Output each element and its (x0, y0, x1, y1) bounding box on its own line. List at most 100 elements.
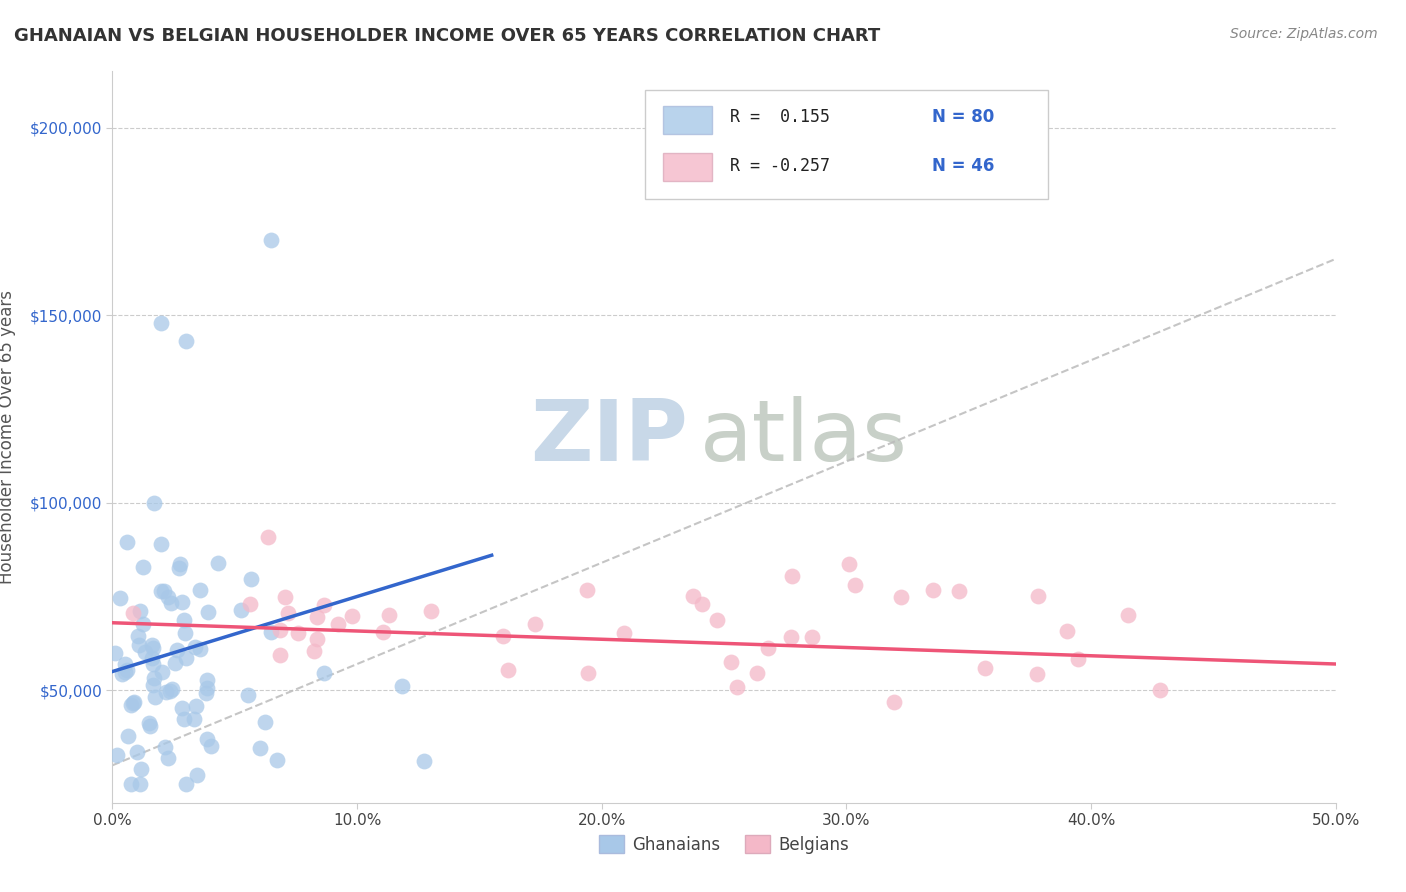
Point (307, 610, 329, 624)
Point (183, 712, 205, 726)
Point (115, 663, 138, 677)
Point (1026, 590, 1049, 604)
Point (105, 748, 128, 763)
Text: R = -0.257: R = -0.257 (730, 158, 830, 176)
Point (254, 714, 277, 729)
Point (121, 698, 143, 713)
Point (157, 751, 180, 765)
Point (143, 690, 166, 704)
Point (194, 686, 217, 700)
Point (576, 583, 599, 598)
Text: GHANAIAN VS BELGIAN HOUSEHOLDER INCOME OVER 65 YEARS CORRELATION CHART: GHANAIAN VS BELGIAN HOUSEHOLDER INCOME O… (14, 27, 880, 45)
Point (122, 695, 145, 709)
Point (142, 671, 165, 685)
Point (160, 681, 183, 696)
Point (239, 597, 262, 611)
Point (174, 334, 197, 349)
Point (420, 605, 443, 619)
Point (378, 608, 401, 623)
Point (236, 688, 259, 702)
Point (122, 607, 145, 621)
Point (167, 561, 190, 575)
Point (391, 679, 413, 693)
Point (780, 569, 803, 583)
Point (188, 641, 211, 656)
Y-axis label: Householder Income Over 65 years: Householder Income Over 65 years (0, 290, 15, 584)
Point (104, 646, 127, 660)
Point (169, 557, 191, 571)
Point (108, 591, 131, 605)
Point (302, 644, 325, 658)
Point (166, 643, 188, 657)
Point (249, 740, 271, 755)
Point (260, 233, 283, 247)
Point (1116, 608, 1139, 623)
FancyBboxPatch shape (664, 106, 711, 134)
Point (149, 584, 172, 599)
Point (143, 495, 166, 509)
Point (269, 648, 291, 663)
Point (127, 629, 149, 643)
Point (195, 673, 218, 688)
Point (141, 638, 163, 652)
Point (257, 530, 280, 544)
Point (844, 578, 866, 592)
Point (974, 661, 997, 675)
Point (197, 605, 219, 619)
Point (174, 777, 197, 791)
Point (132, 616, 155, 631)
Point (134, 645, 156, 659)
Point (127, 745, 149, 759)
Point (150, 316, 173, 330)
Point (132, 560, 155, 574)
Point (613, 626, 636, 640)
Point (496, 663, 519, 677)
Text: Source: ZipAtlas.com: Source: ZipAtlas.com (1230, 27, 1378, 41)
Point (883, 695, 905, 709)
Point (269, 624, 291, 638)
Point (163, 657, 186, 671)
Point (1025, 667, 1047, 681)
Point (153, 740, 176, 755)
Point (307, 632, 329, 647)
Point (155, 685, 177, 699)
Point (340, 608, 363, 623)
Text: ZIP: ZIP (530, 395, 688, 479)
Point (160, 596, 183, 610)
Point (1067, 652, 1090, 666)
Point (184, 640, 207, 654)
Point (138, 715, 160, 730)
Point (172, 700, 194, 714)
Point (173, 613, 195, 627)
Point (142, 657, 165, 672)
Point (260, 624, 283, 639)
Point (682, 589, 704, 603)
Point (576, 666, 599, 681)
Point (745, 665, 768, 680)
FancyBboxPatch shape (644, 90, 1049, 200)
Point (800, 630, 823, 644)
Point (371, 625, 394, 640)
Point (195, 681, 218, 696)
Point (152, 665, 174, 679)
Point (720, 655, 742, 669)
Point (523, 616, 546, 631)
Point (277, 607, 299, 621)
Point (149, 537, 172, 551)
Point (1056, 624, 1078, 638)
Text: atlas: atlas (700, 395, 908, 479)
Point (159, 684, 181, 698)
Point (240, 572, 263, 586)
Point (114, 665, 136, 679)
Point (314, 665, 336, 680)
Point (186, 768, 208, 782)
Point (921, 583, 943, 598)
Point (186, 698, 208, 713)
Point (188, 582, 211, 597)
Text: N = 80: N = 80 (932, 109, 994, 127)
Point (138, 718, 160, 732)
Point (152, 584, 174, 599)
Point (1149, 682, 1171, 697)
Point (412, 754, 434, 768)
Legend: Ghanaians, Belgians: Ghanaians, Belgians (592, 829, 856, 860)
